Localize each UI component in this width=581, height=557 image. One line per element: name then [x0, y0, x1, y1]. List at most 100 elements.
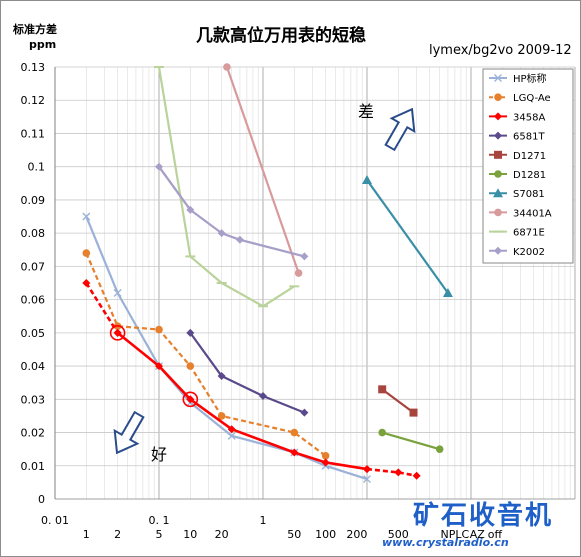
data-point — [378, 385, 387, 394]
data-point — [494, 131, 502, 140]
legend: HP标称 LGQ-Ae 3458A 6581T D1271 D1281 S7081 34401… — [482, 68, 574, 264]
worse-arrow-icon — [384, 107, 416, 152]
data-point — [321, 458, 330, 467]
legend-label: S7081 — [513, 189, 545, 200]
x-tick-label-minor: off — [488, 528, 503, 541]
annotation-better: 好 — [151, 445, 167, 464]
series-line — [158, 166, 192, 211]
data-point — [235, 235, 244, 244]
data-point — [113, 328, 122, 337]
y-tick-label: 0.06 — [21, 294, 46, 307]
legend-item: D1271 — [489, 150, 546, 162]
y-tick-label: 0.03 — [21, 393, 46, 406]
data-point — [217, 229, 226, 238]
legend-label: HP标称 — [513, 72, 547, 85]
data-point — [290, 428, 299, 437]
legend-item: 6581T — [489, 131, 545, 143]
series-d1281 — [378, 428, 444, 453]
data-point — [494, 150, 502, 159]
y-tick-label: 0 — [38, 493, 45, 506]
data-point — [290, 448, 299, 457]
data-point — [494, 74, 502, 82]
data-point — [321, 452, 330, 460]
data-point — [294, 269, 303, 277]
data-point — [494, 208, 502, 217]
data-point — [394, 468, 403, 477]
series-line — [381, 388, 415, 414]
series-34401a — [223, 63, 303, 277]
y-tick-label: 0.13 — [21, 61, 46, 74]
x-tick-label-major: 0. 1 — [149, 514, 170, 527]
x-tick-label-minor: 20 — [215, 528, 229, 541]
legend-label: 34401A — [513, 208, 552, 219]
x-tick-label-minor: NPLC — [441, 528, 470, 541]
data-point — [494, 112, 502, 121]
legend-label: 3458A — [513, 112, 545, 123]
series-line — [225, 66, 300, 274]
arrow-shape — [384, 107, 416, 152]
data-point — [494, 246, 502, 255]
series-line — [189, 332, 305, 414]
data-point — [227, 431, 236, 440]
data-point — [494, 93, 502, 101]
data-point — [300, 252, 309, 261]
data-point — [155, 362, 163, 371]
data-point — [494, 170, 502, 178]
data-point — [442, 287, 453, 297]
data-point — [186, 395, 195, 404]
data-point — [82, 279, 91, 287]
y-tick-label: 0.09 — [21, 194, 46, 207]
highlight-circle — [109, 325, 126, 341]
arrow-shape — [113, 410, 145, 455]
legend-label: D1281 — [513, 170, 546, 181]
series-k2002-link — [158, 166, 192, 211]
x-tick-label-minor: 200 — [346, 528, 367, 541]
data-point — [223, 63, 231, 71]
legend-label: 6581T — [513, 132, 545, 143]
y-tick-label: 0.01 — [21, 460, 46, 473]
legend-label: D1271 — [513, 151, 546, 162]
legend-item: 6871E — [489, 228, 545, 239]
x-tick-label-minor: 50 — [287, 528, 301, 541]
x-tick-label-major: 0. 01 — [41, 514, 69, 527]
data-point — [378, 428, 386, 437]
x-tick-label-minor: 10 — [183, 528, 197, 541]
series-line — [381, 431, 440, 451]
y-tick-label: 0.11 — [21, 127, 46, 140]
series-line — [366, 179, 449, 294]
legend-label: LGQ-Ae — [513, 93, 551, 104]
x-tick-label-minor: 2 — [114, 528, 121, 541]
y-tick-label: 0.04 — [21, 360, 46, 373]
annotation-worse: 差 — [358, 102, 374, 121]
legend-label: K2002 — [513, 247, 545, 258]
data-point — [363, 465, 371, 474]
x-tick-label-major: 1 — [260, 514, 267, 527]
y-axis-label: 标准方差 — [13, 23, 57, 36]
legend-item: 34401A — [489, 208, 552, 219]
data-point — [186, 328, 195, 337]
legend-item: S7081 — [489, 188, 545, 200]
y-tick-label: 0.02 — [21, 427, 46, 440]
watermark-url: www.crystalradio.cn — [382, 536, 509, 549]
data-point — [412, 471, 421, 480]
data-point — [259, 391, 267, 400]
x-tick-label-minor: 500 — [388, 528, 409, 541]
series-s7081 — [362, 174, 453, 297]
legend-item: LGQ-Ae — [489, 93, 551, 104]
data-point — [227, 425, 236, 434]
series-line — [85, 282, 119, 334]
x-tick-label-minor: AZ — [470, 528, 486, 541]
legend-item: HP标称 — [489, 72, 547, 85]
chart-subtitle: lymex/bg2vo 2009-12 — [429, 43, 572, 58]
highlight-circle — [182, 391, 199, 408]
data-point — [362, 174, 372, 184]
legend-item: D1281 — [489, 170, 546, 181]
x-tick-label-minor: 1 — [83, 528, 90, 541]
y-tick-label: 0.1 — [28, 161, 46, 174]
series-6581t — [186, 328, 309, 417]
data-point — [155, 325, 163, 334]
series-line — [85, 216, 368, 481]
y-axis-unit: ppm — [29, 38, 57, 51]
data-point — [186, 362, 195, 370]
